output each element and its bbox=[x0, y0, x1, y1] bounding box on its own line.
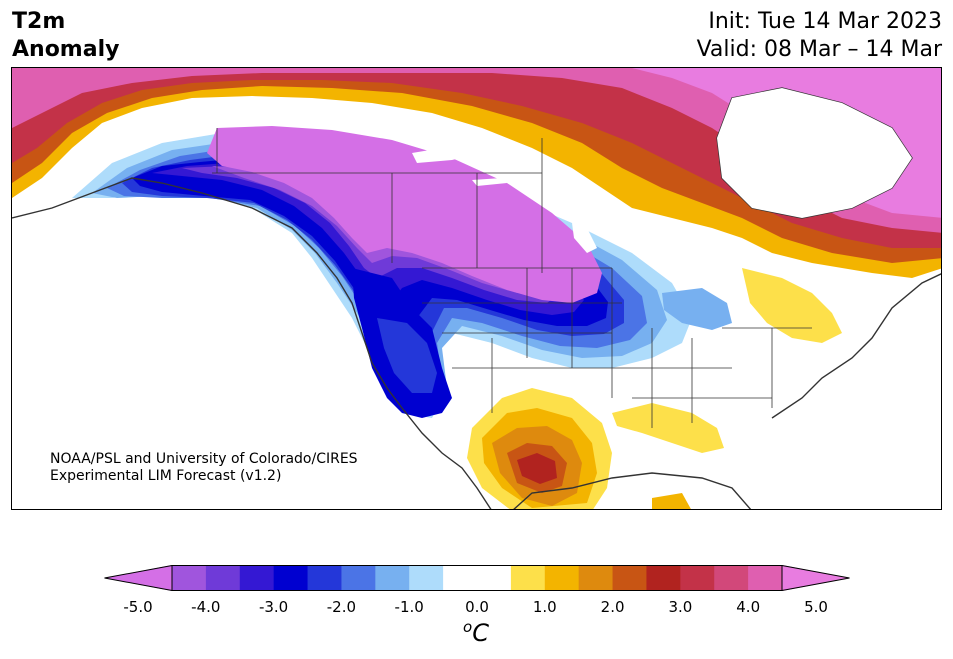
colorbar-tick-label: -2.0 bbox=[326, 598, 357, 616]
colorbar-segment bbox=[172, 565, 207, 591]
strong-warm-arctic bbox=[12, 68, 941, 233]
colorbar-ticks: -5.0 -4.0 -3.0 -2.0 -1.0 0.0 1.0 2.0 3.0 4.0 5.0 bbox=[0, 598, 953, 618]
colorbar-tick-label: 2.0 bbox=[600, 598, 625, 616]
credit-text: NOAA/PSL and University of Colorado/CIRE… bbox=[50, 451, 358, 485]
colorbar-tick-label: 0.0 bbox=[465, 598, 489, 616]
anomaly-map: NOAA/PSL and University of Colorado/CIRE… bbox=[11, 67, 942, 510]
valid-range: Valid: 08 Mar – 14 Mar bbox=[696, 37, 942, 62]
colorbar-tick-label: 5.0 bbox=[804, 598, 828, 616]
colorbar-segment bbox=[544, 565, 580, 591]
colorbar-segment bbox=[510, 565, 546, 591]
colorbar-segment bbox=[273, 565, 309, 591]
colorbar-tick-label: 1.0 bbox=[532, 598, 557, 616]
colorbar-segment bbox=[409, 565, 444, 591]
colorbar-segment bbox=[205, 565, 241, 591]
colorbar-segment bbox=[612, 565, 647, 591]
coastline bbox=[12, 177, 941, 509]
colorbar-segment bbox=[477, 565, 512, 591]
credit-line1: NOAA/PSL and University of Colorado/CIRE… bbox=[50, 451, 358, 467]
political-borders bbox=[212, 128, 812, 428]
units-label: oC bbox=[463, 618, 489, 647]
colorbar-segment bbox=[341, 565, 376, 591]
colorbar-segment bbox=[375, 565, 410, 591]
colorbar-tick-label: -5.0 bbox=[123, 598, 153, 616]
colorbar-tick-label: 4.0 bbox=[736, 598, 761, 616]
date-header: Init: Tue 14 Mar 2023 Valid: 08 Mar – 14… bbox=[697, 8, 942, 64]
colorbar-tick-label: -1.0 bbox=[394, 598, 424, 616]
colorbar-segment bbox=[578, 565, 614, 591]
colorbar-tick-label: -3.0 bbox=[258, 598, 289, 616]
degree-sup: o bbox=[463, 618, 473, 636]
colorbar-right-arrow bbox=[782, 565, 850, 591]
map-canvas bbox=[12, 68, 941, 509]
units-base: C bbox=[472, 619, 489, 647]
colorbar-segment bbox=[714, 565, 749, 591]
colorbar-tick-label: -4.0 bbox=[191, 598, 221, 616]
colorbar bbox=[104, 565, 850, 591]
init-date: Init: Tue 14 Mar 2023 bbox=[708, 9, 942, 34]
map-title: T2m Anomaly bbox=[12, 8, 119, 64]
colorbar-segment bbox=[443, 565, 478, 591]
colorbar-segment bbox=[680, 565, 715, 591]
title-line2: Anomaly bbox=[12, 37, 120, 62]
colorbar-segment bbox=[748, 565, 783, 591]
colorbar-segment bbox=[239, 565, 275, 591]
colorbar-segment bbox=[307, 565, 342, 591]
colorbar-tick-label: 3.0 bbox=[668, 598, 693, 616]
cold-core bbox=[207, 126, 602, 303]
title-line1: T2m bbox=[12, 9, 66, 34]
colorbar-segment bbox=[646, 565, 681, 591]
colorbar-left-arrow bbox=[104, 565, 172, 591]
credit-line2: Experimental LIM Forecast (v1.2) bbox=[50, 468, 282, 484]
